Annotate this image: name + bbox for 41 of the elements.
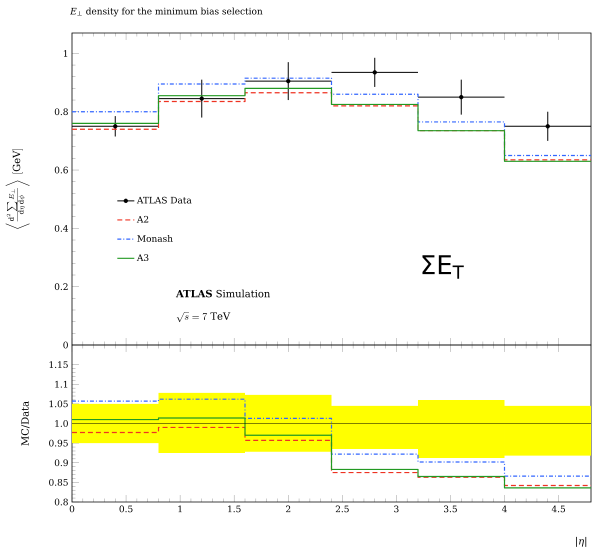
point [459, 94, 464, 100]
y-tick-label: 0.8 [54, 498, 68, 506]
x-tick-label: 0 [70, 506, 74, 512]
legend-label: A3 [136, 254, 148, 262]
x-tick-label: 3 [394, 506, 399, 512]
x-axis-title: |η| [576, 536, 586, 547]
annotation: $\sqrt{s} = 7\ \mathrm{TeV}$ [176, 312, 230, 322]
x-tick-label: 1 [178, 506, 182, 512]
y-tick-label: 1 [64, 50, 68, 57]
y-tick-label: 1.15 [50, 361, 68, 368]
annotation: ΣE$_{T}$ [422, 255, 464, 279]
y-tick-label: 1.1 [55, 380, 68, 388]
point [286, 78, 290, 84]
y-axis-title: MC/Data [21, 401, 30, 446]
point [372, 70, 377, 75]
x-tick-label: 3.5 [444, 506, 457, 512]
y-tick-label: 0.9 [54, 459, 68, 466]
y-tick-label: 0.85 [49, 478, 68, 486]
x-tick-label: 4.5 [552, 506, 566, 512]
y-tick-label: 0.8 [54, 108, 68, 116]
x-tick-label: 4 [502, 506, 507, 512]
x-tick-label: 2.5 [336, 506, 349, 512]
y-tick-label: 1.0 [55, 420, 68, 427]
point [113, 124, 118, 128]
annotation: ATLAS Simulation [176, 290, 270, 298]
x-tick-label: 0.5 [120, 506, 133, 512]
x-tick-label: 2 [286, 506, 290, 512]
y-tick-label: 0.4 [54, 224, 68, 232]
point [546, 124, 550, 128]
y-tick-label: 0.6 [54, 166, 68, 174]
point [200, 96, 204, 101]
y-axis-title: $\left\langle \frac{\mathrm{d}^2\sum E_\perp}{\mathrm{d}\eta\,\mathrm{d}\phi}\right\rangle\ [\mathrm{GeV}]$ [6, 149, 30, 229]
y-tick-label: 0 [63, 342, 68, 348]
legend-label: A2 [136, 216, 148, 223]
legend-label: ATLAS Data [136, 196, 192, 204]
x-tick-label: 1.5 [228, 506, 241, 512]
y-tick-label: 0.95 [49, 440, 68, 447]
y-tick-label: 0.2 [54, 283, 68, 290]
legend-label: Monash [137, 234, 173, 242]
y-tick-label: 1.05 [50, 400, 68, 408]
chart-title: E$_{⊥}$ density for the minimum bias selection [70, 8, 262, 16]
